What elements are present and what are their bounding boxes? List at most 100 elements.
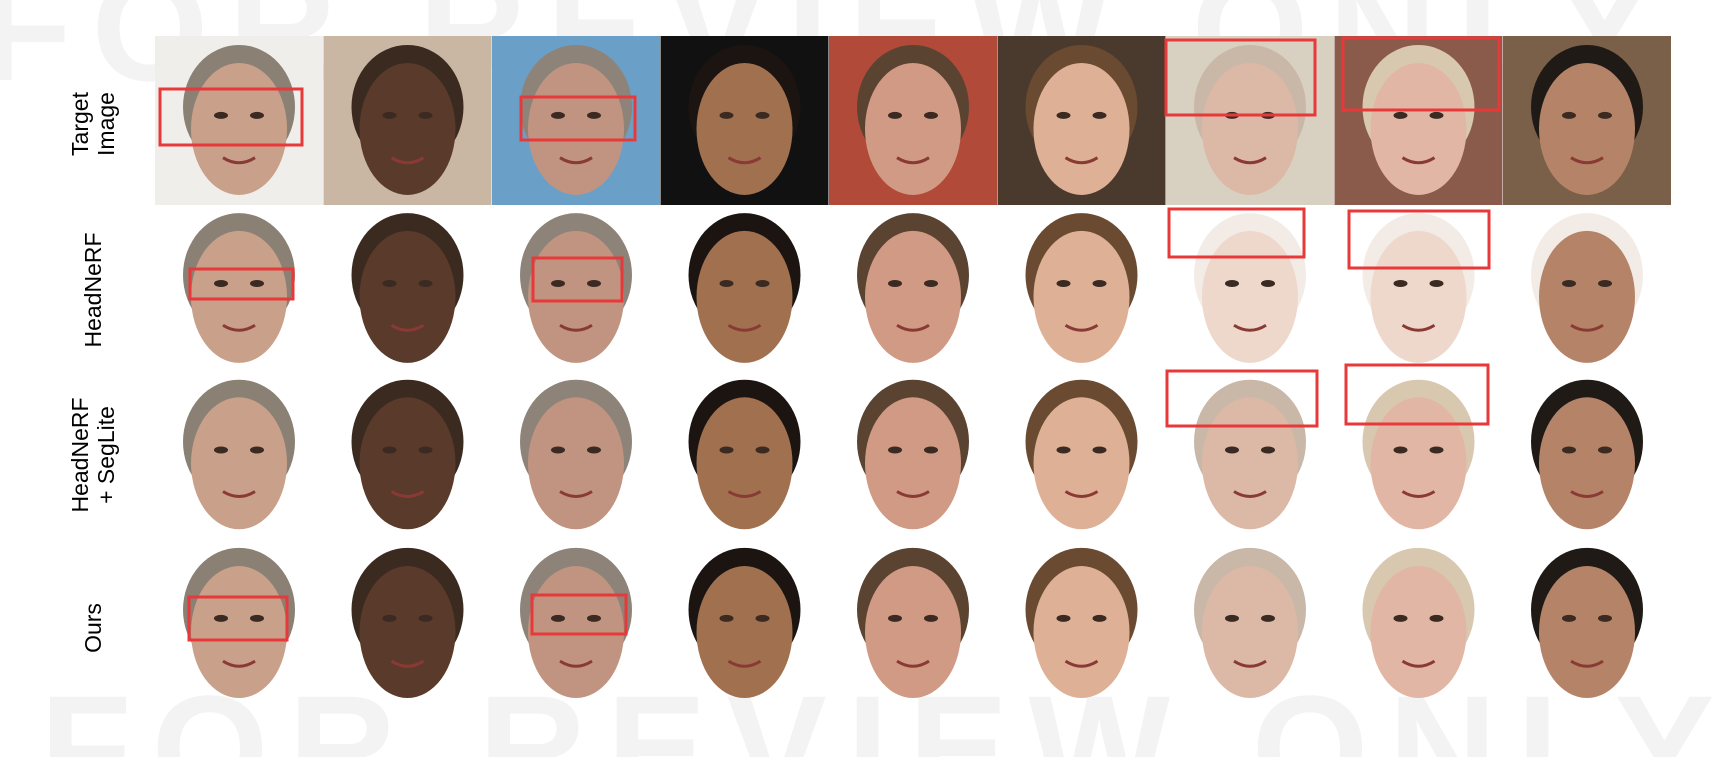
face — [1033, 230, 1130, 363]
highlight-box — [187, 595, 289, 642]
mouth — [896, 156, 930, 165]
highlight-box — [1165, 369, 1319, 428]
mouth — [1233, 156, 1267, 165]
face-image — [1166, 36, 1334, 205]
mouth — [390, 490, 425, 498]
face-image — [660, 36, 829, 205]
eye — [1092, 111, 1107, 119]
face-image — [183, 213, 295, 363]
mouth — [1401, 156, 1436, 165]
face-image — [857, 547, 969, 699]
highlight-box — [1164, 38, 1317, 117]
eye — [382, 614, 397, 622]
image-grid — [155, 36, 1671, 699]
face — [696, 230, 793, 363]
mouth — [222, 323, 256, 332]
face — [528, 397, 624, 530]
eye — [587, 279, 601, 287]
mouth — [559, 659, 593, 668]
face — [528, 230, 624, 363]
face — [191, 230, 287, 363]
eye — [1429, 614, 1444, 622]
eye — [1225, 279, 1239, 287]
face — [359, 566, 456, 699]
eye — [1056, 279, 1071, 287]
face — [696, 397, 793, 530]
eye — [382, 446, 397, 454]
eye — [755, 111, 770, 119]
mouth — [1064, 156, 1099, 165]
eye — [1056, 614, 1071, 622]
face — [1370, 230, 1467, 363]
highlight-box — [188, 267, 295, 301]
mouth — [559, 156, 593, 165]
row-label: HeadNeRF — [80, 232, 106, 347]
mouth — [222, 490, 256, 498]
face-image — [1194, 213, 1306, 363]
face — [1202, 566, 1298, 699]
eye — [719, 111, 734, 119]
eye — [1598, 446, 1612, 454]
face-image — [1362, 213, 1475, 363]
face-image — [688, 213, 801, 363]
eye — [888, 111, 902, 119]
highlight-boxes — [158, 36, 1501, 642]
face-image — [351, 379, 464, 530]
eye — [250, 614, 264, 622]
face — [1370, 397, 1467, 530]
face-image — [1531, 379, 1643, 530]
eye — [888, 279, 902, 287]
eye — [214, 279, 228, 287]
mouth — [727, 490, 762, 498]
eye — [250, 111, 264, 119]
face — [1033, 397, 1130, 530]
eye — [924, 279, 938, 287]
eye — [587, 446, 601, 454]
row-label: Image — [93, 92, 119, 156]
face — [696, 566, 793, 699]
eye — [551, 614, 565, 622]
mouth — [1401, 659, 1436, 668]
mouth — [222, 659, 256, 668]
eye — [214, 111, 228, 119]
eye — [1261, 279, 1275, 287]
highlight-box — [1167, 207, 1306, 259]
face — [1202, 230, 1298, 363]
mouth — [1064, 490, 1099, 498]
mouth — [390, 323, 425, 332]
mouth — [559, 323, 593, 332]
mouth — [1233, 659, 1267, 668]
eye — [1562, 614, 1576, 622]
face — [696, 62, 793, 195]
eye — [1598, 111, 1612, 119]
face-image — [1531, 547, 1643, 699]
face-image — [520, 547, 632, 699]
face-image — [857, 213, 969, 363]
face — [191, 566, 287, 699]
eye — [551, 446, 565, 454]
face-image — [1194, 379, 1306, 530]
face — [1033, 62, 1130, 195]
eye — [1429, 111, 1444, 119]
face — [359, 397, 456, 530]
eye — [1562, 279, 1576, 287]
mouth — [1570, 156, 1604, 165]
eye — [1598, 614, 1612, 622]
eye — [1092, 279, 1107, 287]
row-label: Ours — [80, 603, 106, 653]
eye — [214, 446, 228, 454]
face-image — [520, 213, 632, 363]
face — [359, 62, 456, 195]
eye — [214, 614, 228, 622]
eye — [382, 111, 397, 119]
eye — [418, 111, 433, 119]
mouth — [1233, 490, 1267, 498]
eye — [1393, 446, 1408, 454]
face-image — [1503, 36, 1671, 205]
eye — [755, 614, 770, 622]
mouth — [390, 659, 425, 668]
eye — [382, 279, 397, 287]
highlight-box — [1347, 209, 1491, 270]
